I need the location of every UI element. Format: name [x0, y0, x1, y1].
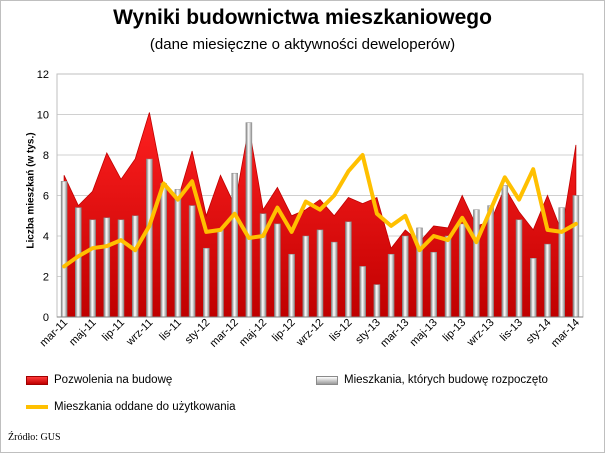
- chart-title: Wyniki budownictwa mieszkaniowego: [113, 6, 492, 29]
- started-bar: [288, 253, 295, 318]
- x-tick-label: mar-14: [549, 317, 582, 350]
- started-bar: [345, 221, 352, 318]
- started-bar: [359, 266, 366, 318]
- x-tick-label: wrz-13: [464, 317, 497, 350]
- started-bar: [387, 253, 395, 318]
- started-bar: [131, 215, 139, 318]
- started-bar: [572, 195, 580, 318]
- legend-item-permits: Pozwolenia na budowę: [26, 374, 172, 386]
- x-tick-label: lis-12: [327, 317, 354, 344]
- started-bar: [103, 217, 111, 318]
- legend-label-started: Mieszkania, których budowę rozpoczęto: [344, 374, 548, 386]
- legend-swatch-permits: [26, 375, 48, 385]
- legend-swatch-started: [316, 375, 338, 385]
- started-bar: [188, 205, 196, 318]
- legend-label-permits: Pozwolenia na budowę: [54, 374, 173, 386]
- started-bar: [89, 219, 96, 318]
- completed-line: [62, 153, 578, 269]
- started-bar: [544, 243, 551, 318]
- x-tick-label: maj-12: [237, 317, 269, 349]
- started-bar: [515, 219, 523, 318]
- started-bar: [458, 223, 466, 318]
- y-tick-label: 0: [43, 312, 49, 324]
- started-bar: [75, 207, 82, 318]
- x-tick-label: maj-13: [408, 317, 440, 349]
- y-tick-label: 2: [43, 272, 49, 284]
- x-tick-label: wrz-12: [294, 317, 327, 350]
- started-bar: [117, 219, 125, 318]
- y-tick-label: 8: [43, 150, 49, 162]
- started-bar: [203, 247, 210, 318]
- started-bar: [60, 181, 68, 318]
- legend-item-started: Mieszkania, których budowę rozpoczęto: [316, 374, 548, 386]
- started-bar: [473, 209, 480, 318]
- legend-item-completed: Mieszkania oddane do użytkowania: [26, 401, 236, 413]
- started-bar: [146, 158, 153, 318]
- started-bar: [231, 172, 238, 318]
- y-tick-label: 6: [43, 191, 49, 203]
- started-bar: [444, 235, 452, 318]
- x-tick-label: maj-11: [67, 317, 99, 349]
- started-bar: [160, 183, 167, 318]
- started-bar: [174, 189, 182, 318]
- started-bar: [217, 229, 224, 318]
- chart-subtitle: (dane miesięczne o aktywności deweloperó…: [149, 36, 456, 53]
- source-note: Źródło: GUS: [8, 432, 61, 443]
- started-bar: [373, 284, 381, 318]
- started-bar: [430, 251, 437, 318]
- started-bar: [558, 207, 565, 318]
- started-bar: [530, 258, 537, 318]
- started-bar: [501, 185, 509, 318]
- legend-label-completed: Mieszkania oddane do użytkowania: [54, 401, 236, 413]
- started-bar: [302, 235, 310, 318]
- y-tick-label: 10: [37, 110, 49, 122]
- started-bar: [487, 205, 494, 318]
- x-tick-label: lis-11: [157, 317, 184, 344]
- started-bar: [245, 122, 253, 318]
- y-tick-label: 4: [43, 231, 49, 243]
- x-tick-label: mar-12: [208, 317, 241, 350]
- y-tick-label: 12: [37, 69, 49, 81]
- x-tick-label: lis-13: [498, 317, 525, 344]
- legend-swatch-completed: [26, 405, 48, 409]
- x-tick-label: wrz-11: [124, 317, 156, 349]
- started-bar: [402, 235, 409, 318]
- started-bar: [274, 223, 281, 318]
- started-bar: [330, 241, 338, 318]
- x-tick-label: mar-13: [378, 317, 411, 350]
- started-bar: [316, 229, 324, 318]
